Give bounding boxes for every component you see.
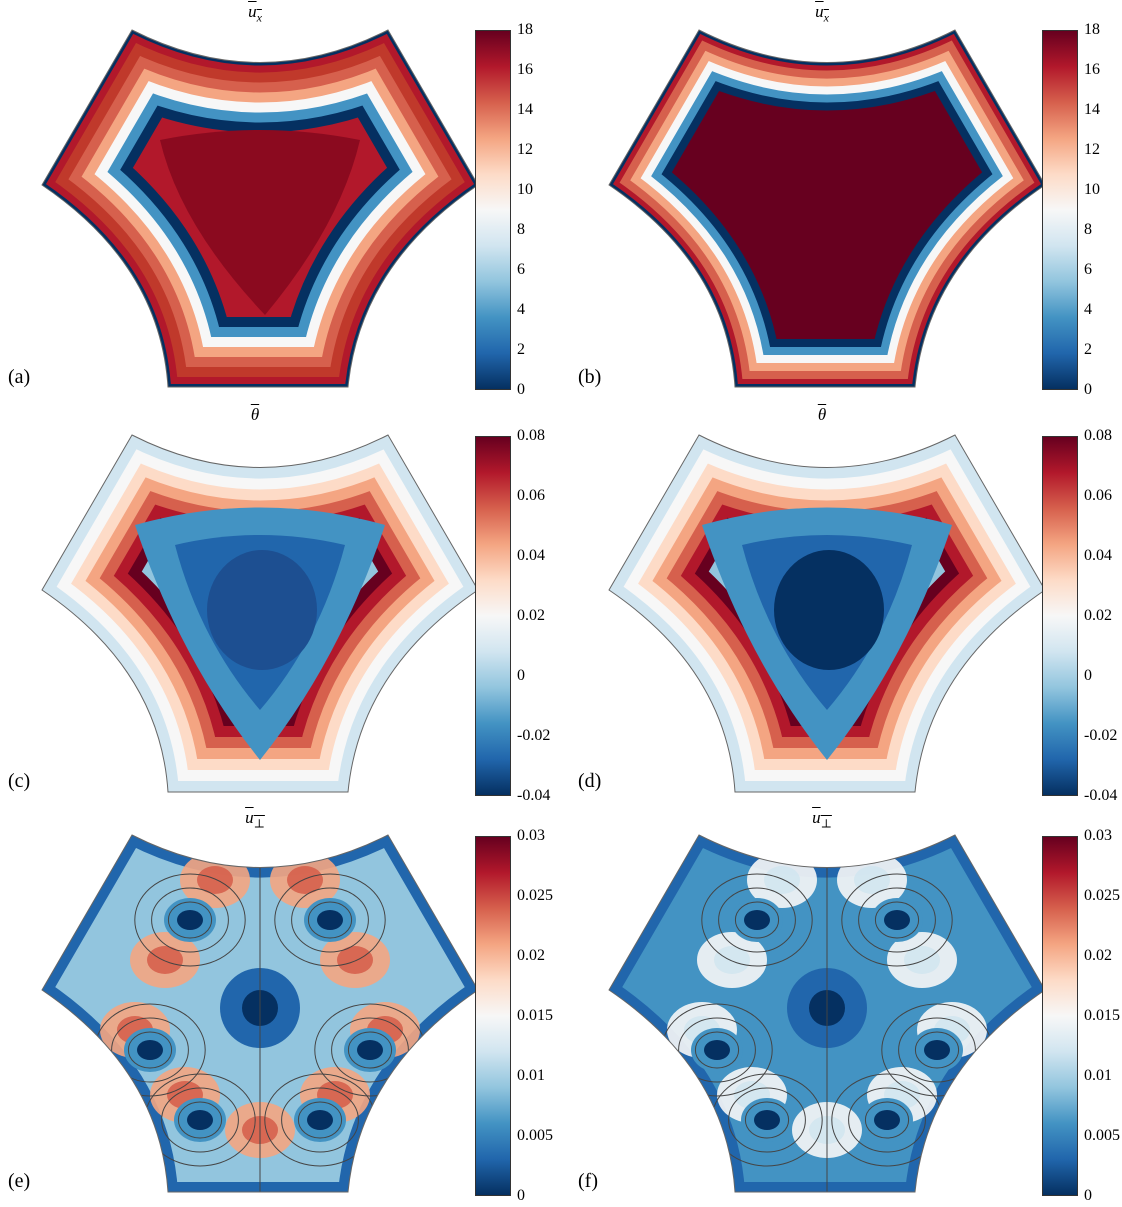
- colorbar-b: [1042, 30, 1078, 390]
- contour-plot-uperp-f: [608, 834, 1046, 1193]
- contour-plot-ux-a: [41, 29, 479, 388]
- contour-plot-uperp-e: [41, 834, 479, 1193]
- colorbar-b-tick-label: 12: [1084, 141, 1100, 158]
- colorbar-f-tick-label: 0.03: [1084, 827, 1112, 844]
- colorbar-e-tick-label: 0.01: [517, 1067, 545, 1084]
- colorbar-b-tick-label: 14: [1084, 101, 1100, 118]
- colorbar-c-tick-label: 0.06: [517, 487, 545, 504]
- colorbar-a-tick-label: 2: [517, 341, 525, 358]
- colorbar-e-tick-label: 0.015: [517, 1007, 553, 1024]
- colorbar-a-tick-label: 14: [517, 101, 533, 118]
- colorbar-b-tick-label: 0: [1084, 381, 1092, 398]
- colorbar-b-tick-label: 2: [1084, 341, 1092, 358]
- colorbar-f-tick-label: 0.01: [1084, 1067, 1112, 1084]
- panel-b-title: ux: [815, 2, 829, 25]
- colorbar-b-tick-label: 4: [1084, 301, 1092, 318]
- panel-d-title: θ: [817, 405, 827, 424]
- colorbar-f: [1042, 836, 1078, 1196]
- panel-label-e: (e): [8, 1170, 31, 1192]
- colorbar-b-tick-label: 6: [1084, 261, 1092, 278]
- colorbar-e: [475, 836, 511, 1196]
- colorbar-d: [1042, 436, 1078, 796]
- colorbar-b-tick-label: 18: [1084, 21, 1100, 38]
- panel-label-a: (a): [8, 366, 31, 388]
- panel-label-c: (c): [8, 770, 31, 792]
- colorbar-c-tick-label: -0.04: [517, 787, 551, 804]
- colorbar-c-tick-label: 0: [517, 667, 525, 684]
- colorbar-e-tick-label: 0.005: [517, 1127, 553, 1144]
- colorbar-f-tick-label: 0.015: [1084, 1007, 1120, 1024]
- colorbar-b-tick-label: 16: [1084, 61, 1100, 78]
- colorbar-a-tick-label: 18: [517, 21, 533, 38]
- panel-label-d: (d): [578, 770, 602, 792]
- colorbar-d-tick-label: -0.04: [1084, 787, 1118, 804]
- colorbar-f-tick-label: 0.02: [1084, 947, 1112, 964]
- colorbar-f-tick-label: 0: [1084, 1187, 1092, 1204]
- colorbar-a-tick-label: 12: [517, 141, 533, 158]
- colorbar-e-tick-label: 0.025: [517, 887, 553, 904]
- colorbar-e-tick-label: 0.02: [517, 947, 545, 964]
- colorbar-f-tick-label: 0.025: [1084, 887, 1120, 904]
- colorbar-d-tick-label: 0.08: [1084, 427, 1112, 444]
- colorbar-d-tick-label: 0.04: [1084, 547, 1112, 564]
- colorbar-c-tick-label: 0.02: [517, 607, 545, 624]
- panel-f-title: u⊥: [812, 808, 832, 831]
- colorbar-b-tick-label: 8: [1084, 221, 1092, 238]
- colorbar-b-tick-label: 10: [1084, 181, 1100, 198]
- core-region: [160, 130, 360, 315]
- panel-label-f: (f): [578, 1170, 598, 1192]
- colorbar-a-tick-label: 0: [517, 381, 525, 398]
- panel-label-b: (b): [578, 366, 602, 388]
- colorbar-d-tick-label: 0.02: [1084, 607, 1112, 624]
- colorbar-c-tick-label: 0.04: [517, 547, 545, 564]
- colorbar-d-tick-label: -0.02: [1084, 727, 1118, 744]
- contour-plot-theta-d: [608, 434, 1046, 793]
- colorbar-c-tick-label: 0.08: [517, 427, 545, 444]
- colorbar-d-tick-label: 0.06: [1084, 487, 1112, 504]
- contour-plot-ux-b: [608, 29, 1046, 388]
- contour-plot-theta-c: [41, 434, 479, 793]
- colorbar-f-tick-label: 0.005: [1084, 1127, 1120, 1144]
- colorbar-a-tick-label: 16: [517, 61, 533, 78]
- colorbar-d-tick-label: 0: [1084, 667, 1092, 684]
- panel-e-title: u⊥: [245, 808, 265, 831]
- colorbar-a: [475, 30, 511, 390]
- colorbar-e-tick-label: 0.03: [517, 827, 545, 844]
- colorbar-a-tick-label: 6: [517, 261, 525, 278]
- colorbar-a-tick-label: 4: [517, 301, 525, 318]
- colorbar-e-tick-label: 0: [517, 1187, 525, 1204]
- colorbar-a-tick-label: 8: [517, 221, 525, 238]
- colorbar-a-tick-label: 10: [517, 181, 533, 198]
- panel-c-title: θ: [250, 405, 260, 424]
- panel-a-title: ux: [248, 2, 262, 25]
- colorbar-c: [475, 436, 511, 796]
- colorbar-c-tick-label: -0.02: [517, 727, 551, 744]
